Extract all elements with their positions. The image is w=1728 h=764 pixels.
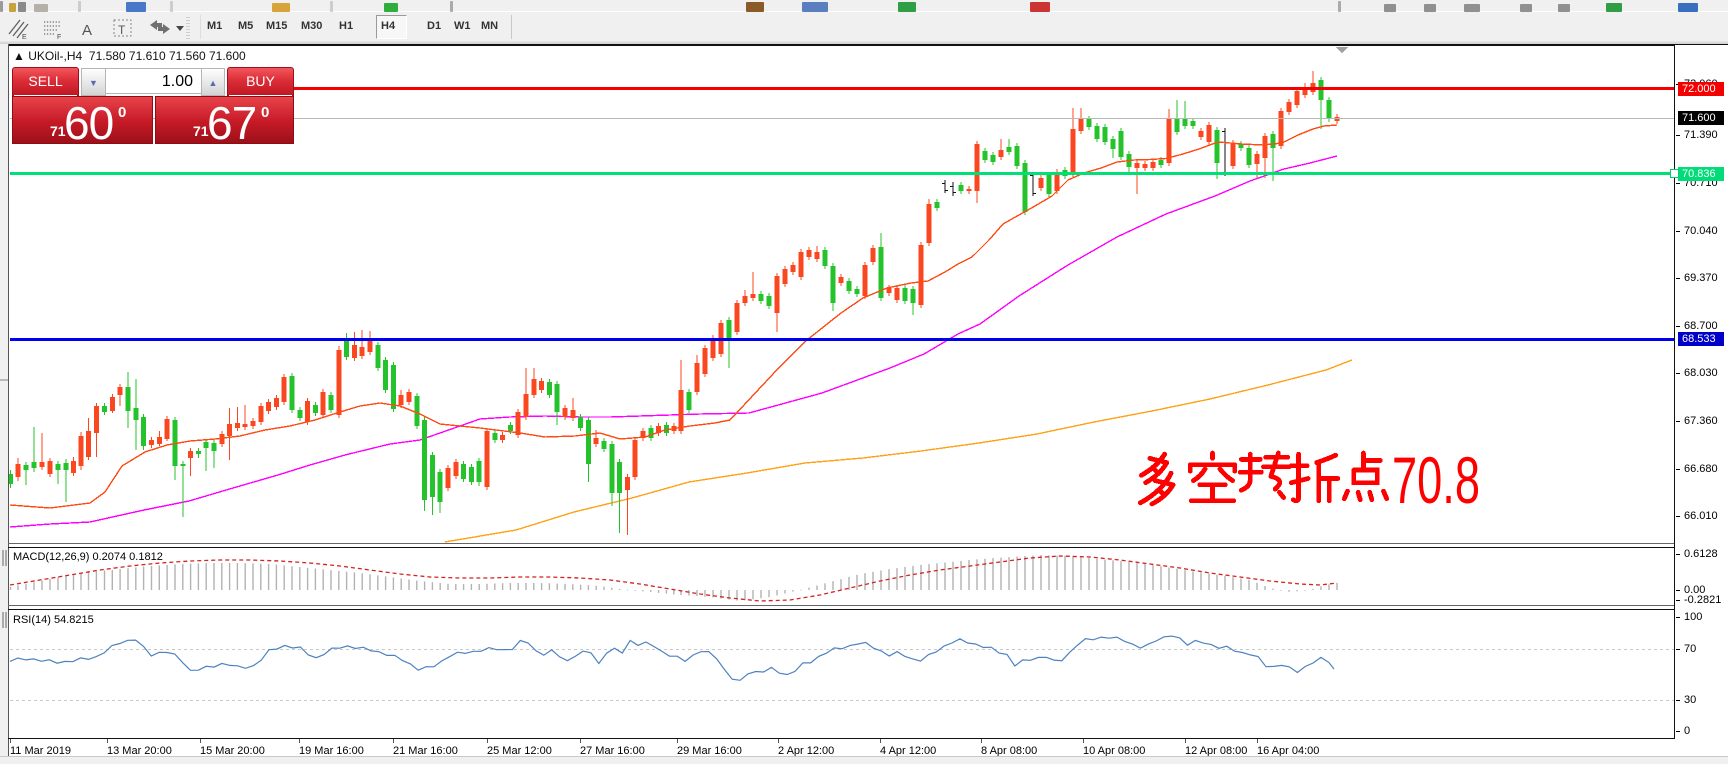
svg-text:T: T [118, 23, 126, 37]
svg-text:70.8: 70.8 [1392, 443, 1480, 517]
svg-text:E: E [22, 34, 27, 41]
svg-text:F: F [57, 34, 61, 41]
svg-text:A: A [82, 22, 92, 39]
